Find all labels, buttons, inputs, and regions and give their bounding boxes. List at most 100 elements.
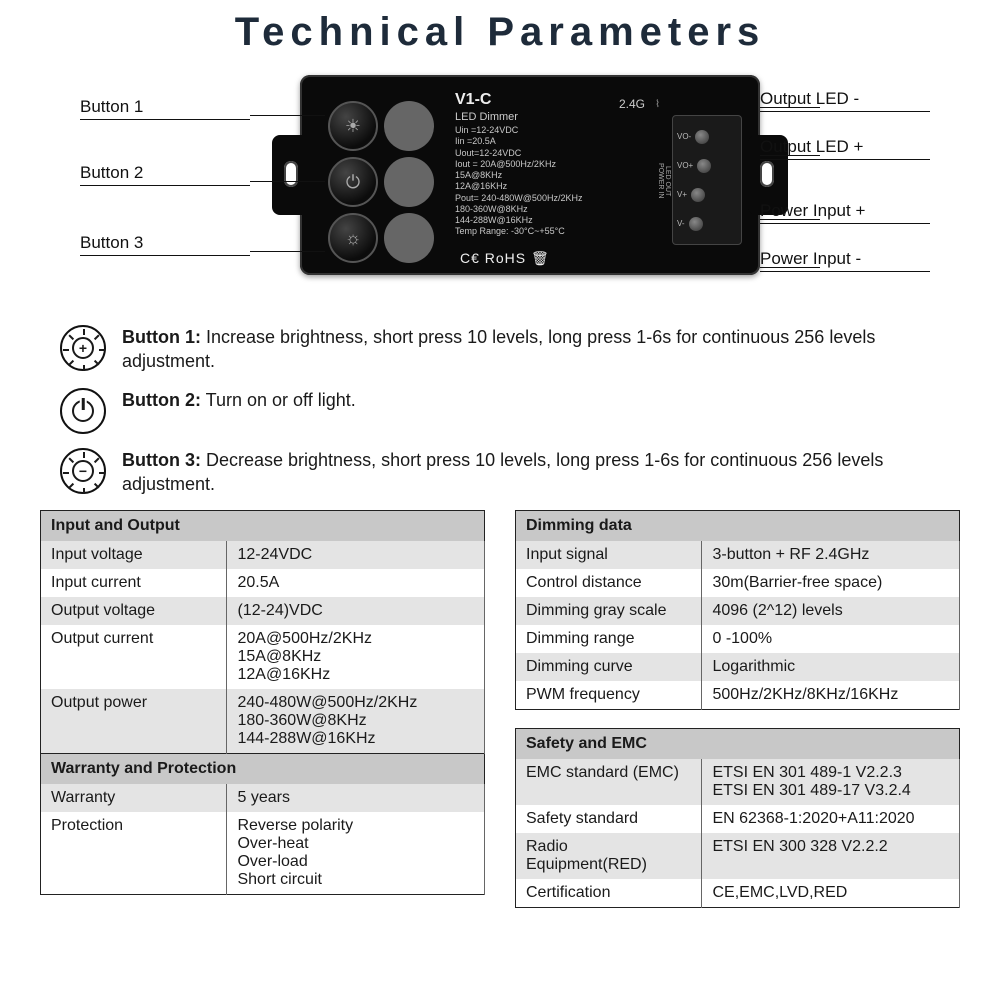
leader-line [250,181,325,182]
table-cell-key: Dimming gray scale [516,597,702,625]
power-icon [72,400,94,422]
terminal-row: VO+ [677,159,737,173]
table-cell-key: Dimming range [516,625,702,653]
table-row: EMC standard (EMC) ETSI EN 301 489-1 V2.… [516,759,960,805]
table-cell-val: 12-24VDC [227,541,485,569]
table-row: Output power 240-480W@500Hz/2KHz 180-360… [41,689,485,754]
table-cell-val: 240-480W@500Hz/2KHz 180-360W@8KHz 144-28… [227,689,485,754]
table-row: Dimming gray scale 4096 (2^12) levels [516,597,960,625]
page-title: Technical Parameters [40,10,960,55]
callout-button-2: Button 2 [80,163,250,186]
terminal-group-top: LED OUT [664,122,671,240]
tables-container: Input and Output Input voltage 12-24VDCI… [40,510,960,908]
table-row: Dimming range 0 -100% [516,625,960,653]
table-row: PWM frequency 500Hz/2KHz/8KHz/16KHz [516,681,960,710]
button-desc-text: Button 1: Increase brightness, short pre… [122,325,950,374]
callout-out-led-minus: Output LED - [760,89,930,112]
device-body: ☀ ⏻ ☼ V1-C LED Dimmer Uin =12-24VDC Iin … [300,75,760,275]
callout-out-led-plus: Output LED + [760,137,930,160]
table-cell-key: PWM frequency [516,681,702,710]
button-description: − Button 3: Decrease brightness, short p… [60,448,950,497]
table-row: Output voltage (12-24)VDC [41,597,485,625]
device-button-1b [384,101,434,151]
callout-power-plus: Power Input + [760,201,930,224]
table-cell-key: Output voltage [41,597,227,625]
table-row: Warranty 5 years [41,784,485,812]
button-desc-text: Button 2: Turn on or off light. [122,388,356,412]
callout-button-3: Button 3 [80,233,250,256]
table-header: Safety and EMC [516,729,960,760]
table-cell-key: Dimming curve [516,653,702,681]
callout-power-minus: Power Input - [760,249,930,272]
table-cell-key: Output power [41,689,227,754]
table-cell-key: Input voltage [41,541,227,569]
device-button-3: ☼ [328,213,378,263]
device-freq-label: 2.4G [619,97,645,111]
table-cell-val: 500Hz/2KHz/8KHz/16KHz [702,681,960,710]
device-cert: C€ RoHS 🗑 [460,250,550,267]
device-diagram: ☀ ⏻ ☼ V1-C LED Dimmer Uin =12-24VDC Iin … [40,65,960,305]
table-cell-key: Control distance [516,569,702,597]
button-description: Button 2: Turn on or off light. [60,388,950,434]
leader-line [760,155,820,156]
terminal-block: LED OUT POWER IN VO- VO+ V+ V- [672,115,742,245]
table-cell-key: Input signal [516,541,702,569]
wifi-icon: ⌇ [655,99,660,110]
table-row: Input signal 3-button + RF 2.4GHz [516,541,960,569]
table-cell-key: Output current [41,625,227,689]
device-model: V1-C [455,91,491,109]
table-cell-val: 5 years [227,784,485,812]
leader-line [250,251,325,252]
table-cell-val: Reverse polarity Over-heat Over-load Sho… [227,812,485,895]
table-cell-key: Input current [41,569,227,597]
table-cell-key: Certification [516,879,702,908]
table-dimming: Dimming data Input signal 3-button + RF … [515,510,960,710]
table-safety: Safety and EMC EMC standard (EMC) ETSI E… [515,728,960,908]
button-desc-icon: + [60,325,106,371]
terminal-row: VO- [677,130,737,144]
table-cell-key: EMC standard (EMC) [516,759,702,805]
device-spec-text: Uin =12-24VDC Iin =20.5A Uout=12-24VDC I… [455,125,582,238]
device-button-1: ☀ [328,101,378,151]
table-cell-key: Warranty [41,784,227,812]
terminal-group-bottom: POWER IN [657,122,664,240]
table-row: Output current 20A@500Hz/2KHz 15A@8KHz 1… [41,625,485,689]
table-row: Safety standard EN 62368-1:2020+A11:2020 [516,805,960,833]
table-cell-val: EN 62368-1:2020+A11:2020 [702,805,960,833]
table-cell-val: Logarithmic [702,653,960,681]
table-row: Input voltage 12-24VDC [41,541,485,569]
table-cell-key: Protection [41,812,227,895]
table-cell-val: ETSI EN 301 489-1 V2.2.3 ETSI EN 301 489… [702,759,960,805]
table-input-output: Input and Output Input voltage 12-24VDCI… [40,510,485,754]
table-cell-val: (12-24)VDC [227,597,485,625]
device-subtitle: LED Dimmer [455,111,518,123]
leader-line [760,219,820,220]
table-cell-val: CE,EMC,LVD,RED [702,879,960,908]
terminal-row: V- [677,217,737,231]
button-desc-icon: − [60,448,106,494]
table-cell-val: 20A@500Hz/2KHz 15A@8KHz 12A@16KHz [227,625,485,689]
button-description: + Button 1: Increase brightness, short p… [60,325,950,374]
table-row: Radio Equipment(RED) ETSI EN 300 328 V2.… [516,833,960,879]
table-row: Dimming curve Logarithmic [516,653,960,681]
leader-line [760,107,820,108]
table-row: Protection Reverse polarity Over-heat Ov… [41,812,485,895]
table-cell-val: 0 -100% [702,625,960,653]
brightness-up-icon: + [72,337,94,359]
table-row: Input current 20.5A [41,569,485,597]
table-cell-val: 4096 (2^12) levels [702,597,960,625]
table-header: Input and Output [41,511,485,542]
table-cell-val: ETSI EN 300 328 V2.2.2 [702,833,960,879]
mount-ear-left [272,135,312,215]
table-cell-val: 3-button + RF 2.4GHz [702,541,960,569]
table-cell-key: Radio Equipment(RED) [516,833,702,879]
terminal-row: V+ [677,188,737,202]
button-desc-text: Button 3: Decrease brightness, short pre… [122,448,950,497]
brightness-down-icon: − [72,460,94,482]
device-button-2b [384,157,434,207]
table-header: Warranty and Protection [41,754,485,784]
device-button-2: ⏻ [328,157,378,207]
table-cell-val: 30m(Barrier-free space) [702,569,960,597]
table-header: Dimming data [516,511,960,542]
button-desc-icon [60,388,106,434]
